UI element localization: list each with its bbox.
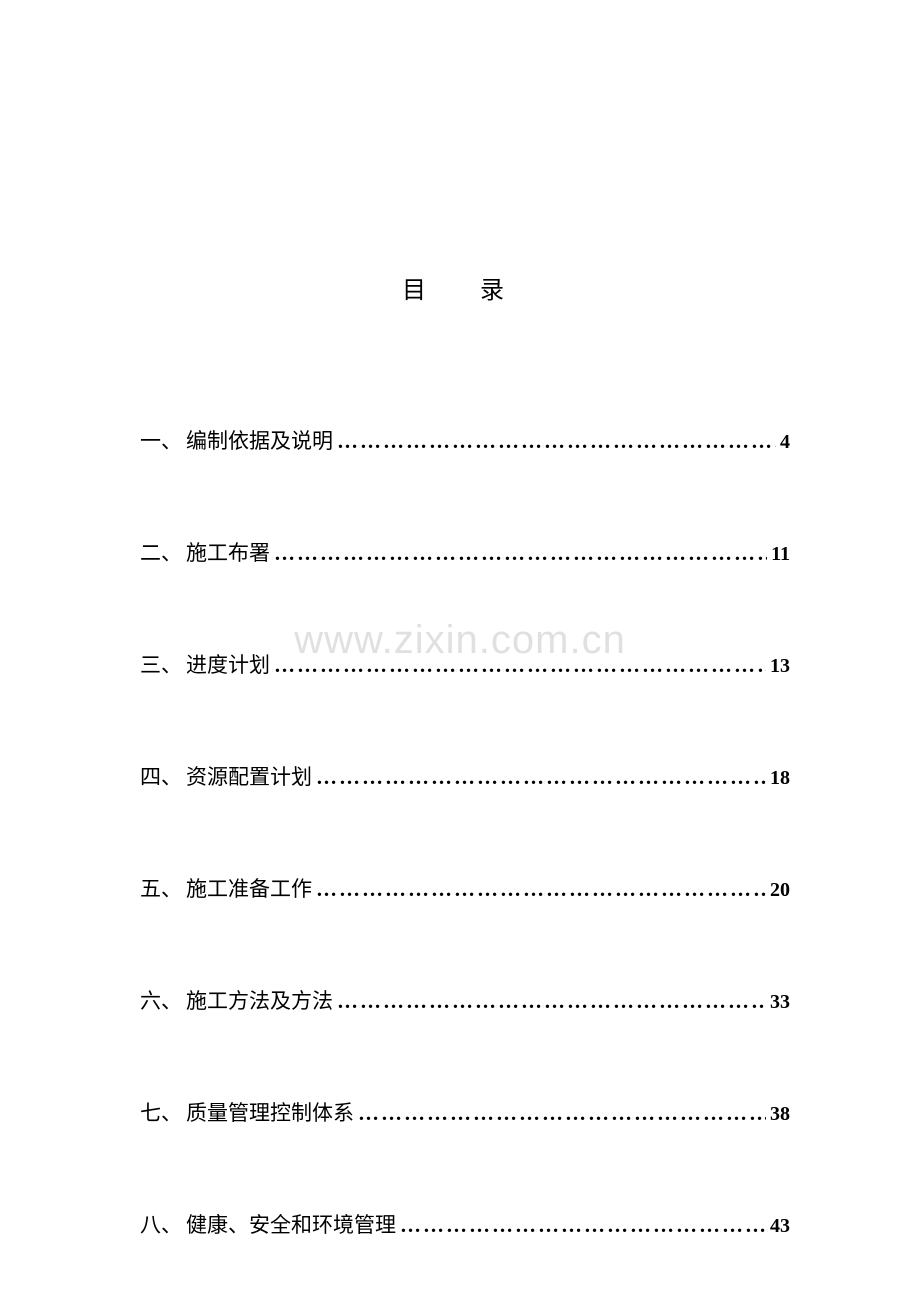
toc-leader: ……………………………………………………………………………………………………………: [400, 1213, 766, 1238]
toc-item: 五、 施工准备工作 …………………………………………………………………………………: [140, 873, 790, 903]
toc-item: 四、 资源配置计划 …………………………………………………………………………………: [140, 761, 790, 791]
toc-item-label: 施工布署: [186, 537, 270, 567]
toc-item-label: 编制依据及说明: [186, 425, 333, 455]
toc-list: 一、 编制依据及说明 ………………………………………………………………………………: [140, 425, 790, 1239]
toc-item-number: 五、: [140, 873, 182, 903]
toc-leader: ……………………………………………………………………………………………………………: [316, 877, 766, 902]
document-page: 目 录 一、 编制依据及说明 ……………………………………………………………………: [0, 0, 920, 1239]
toc-leader: ……………………………………………………………………………………………………………: [274, 653, 766, 678]
toc-item-label: 进度计划: [186, 649, 270, 679]
toc-leader: ……………………………………………………………………………………………………………: [337, 429, 776, 454]
toc-item-page: 11: [771, 543, 790, 566]
toc-item: 六、 施工方法及方法 ………………………………………………………………………………: [140, 985, 790, 1015]
toc-item-number: 六、: [140, 985, 182, 1015]
toc-item: 三、 进度计划 ………………………………………………………………………………………: [140, 649, 790, 679]
toc-leader: ……………………………………………………………………………………………………………: [358, 1101, 766, 1126]
toc-item-page: 38: [770, 1103, 790, 1126]
toc-item-page: 20: [770, 879, 790, 902]
toc-item-number: 三、: [140, 649, 182, 679]
toc-item-number: 二、: [140, 537, 182, 567]
toc-item-label: 健康、安全和环境管理: [186, 1209, 396, 1239]
toc-item-number: 四、: [140, 761, 182, 791]
toc-item-page: 18: [770, 767, 790, 790]
toc-title: 目 录: [140, 270, 790, 305]
toc-item-number: 八、: [140, 1209, 182, 1239]
toc-leader: ……………………………………………………………………………………………………………: [337, 989, 766, 1014]
toc-item: 七、 质量管理控制体系 ……………………………………………………………………………: [140, 1097, 790, 1127]
toc-item-label: 资源配置计划: [186, 761, 312, 791]
toc-item: 八、 健康、安全和环境管理 ………………………………………………………………………: [140, 1209, 790, 1239]
toc-item-label: 质量管理控制体系: [186, 1097, 354, 1127]
toc-item: 二、 施工布署 ………………………………………………………………………………………: [140, 537, 790, 567]
toc-item-label: 施工方法及方法: [186, 985, 333, 1015]
toc-item: 一、 编制依据及说明 ………………………………………………………………………………: [140, 425, 790, 455]
toc-item-page: 4: [780, 431, 790, 454]
toc-item-page: 43: [770, 1215, 790, 1238]
toc-item-number: 七、: [140, 1097, 182, 1127]
toc-leader: ……………………………………………………………………………………………………………: [274, 541, 767, 566]
toc-leader: ……………………………………………………………………………………………………………: [316, 765, 766, 790]
toc-item-page: 13: [770, 655, 790, 678]
toc-item-number: 一、: [140, 425, 182, 455]
toc-item-label: 施工准备工作: [186, 873, 312, 903]
toc-item-page: 33: [770, 991, 790, 1014]
